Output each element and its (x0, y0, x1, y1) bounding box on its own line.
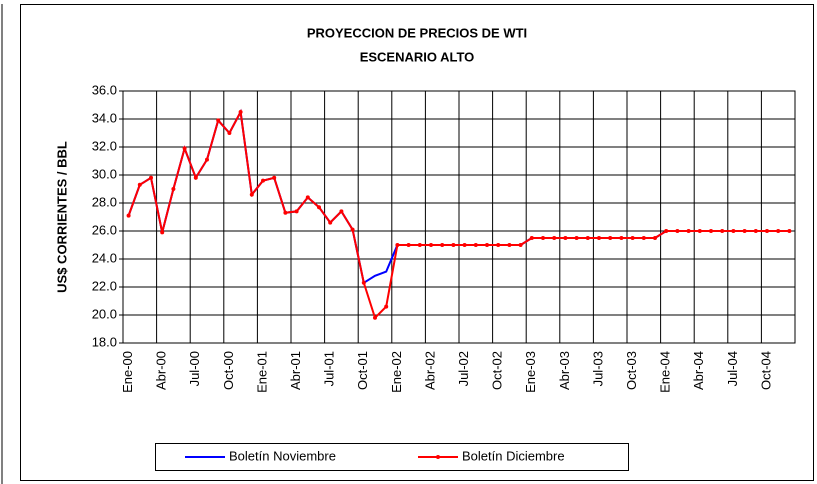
x-tick-label: Ene-02 (389, 351, 404, 393)
x-tick-label: Ene-00 (120, 351, 135, 393)
data-point (664, 229, 669, 233)
data-point (462, 243, 467, 247)
data-point (126, 213, 131, 218)
x-tick-label: Abr-00 (154, 351, 169, 390)
data-point (653, 236, 657, 240)
data-point (417, 243, 422, 247)
data-point (373, 315, 377, 320)
data-point (507, 243, 512, 247)
data-point (541, 236, 545, 240)
data-point (776, 229, 781, 233)
x-tick-label: Oct-04 (758, 351, 773, 390)
data-point (473, 243, 478, 247)
y-tick-label: 34.0 (92, 110, 117, 125)
data-point (361, 280, 366, 285)
y-tick-label: 20.0 (92, 306, 117, 321)
data-point (753, 229, 758, 233)
data-point (182, 146, 187, 151)
data-point (485, 243, 489, 247)
x-tick-label: Jul-03 (590, 351, 605, 386)
legend-box (155, 443, 629, 471)
data-point (149, 175, 153, 180)
data-point (440, 243, 445, 247)
x-tick-label: Abr-01 (288, 351, 303, 390)
data-point (529, 236, 534, 240)
y-tick-label: 32.0 (92, 138, 117, 153)
data-point (193, 175, 198, 180)
y-axis-label: US$ CORRIENTES / BBL (54, 141, 69, 293)
data-point (574, 236, 579, 240)
data-point (406, 243, 411, 247)
data-point (552, 236, 557, 240)
data-point (261, 178, 265, 183)
data-point (518, 243, 523, 247)
x-tick-label: Oct-00 (221, 351, 236, 390)
data-point (697, 229, 702, 233)
data-point (585, 236, 590, 240)
x-tick-label: Ene-04 (658, 351, 673, 393)
data-point (137, 182, 142, 187)
data-point (294, 209, 299, 214)
data-point (384, 304, 389, 309)
data-point (395, 243, 400, 247)
x-tick-label: Oct-03 (624, 351, 639, 390)
data-point (709, 229, 713, 233)
data-point (496, 243, 501, 247)
data-point (630, 236, 635, 240)
data-point (216, 118, 221, 123)
data-point (205, 157, 209, 162)
x-tick-label: Ene-01 (254, 351, 269, 393)
y-tick-label: 22.0 (92, 278, 117, 293)
data-point (328, 220, 333, 225)
x-tick-label: Ene-03 (523, 351, 538, 393)
x-tick-label: Abr-03 (557, 351, 572, 390)
x-tick-label: Abr-02 (422, 351, 437, 390)
data-point (731, 229, 736, 233)
data-point (608, 236, 613, 240)
data-point (160, 230, 165, 235)
data-point (339, 209, 344, 214)
x-tick-label: Jul-00 (187, 351, 202, 386)
data-point (171, 187, 176, 191)
data-point (317, 205, 321, 210)
data-point (765, 229, 769, 233)
data-point (597, 236, 601, 240)
y-tick-label: 28.0 (92, 194, 117, 209)
data-point (227, 131, 232, 135)
legend-marker (436, 455, 440, 459)
data-point (451, 243, 456, 247)
x-tick-label: Oct-01 (355, 351, 370, 390)
data-point (429, 243, 433, 247)
y-tick-label: 36.0 (92, 82, 117, 97)
data-point (272, 175, 277, 180)
data-point (238, 110, 243, 114)
legend-label: Boletín Diciembre (462, 448, 565, 463)
chart-frame (20, 4, 814, 481)
data-point (742, 229, 747, 233)
data-point (675, 229, 680, 233)
x-tick-label: Jul-04 (725, 351, 740, 386)
x-tick-label: Jul-02 (456, 351, 471, 386)
chart-subtitle: ESCENARIO ALTO (360, 49, 475, 64)
data-point (720, 229, 725, 233)
data-point (563, 236, 568, 240)
x-tick-label: Abr-04 (691, 351, 706, 390)
legend-label: Boletín Noviembre (229, 448, 336, 463)
y-tick-label: 24.0 (92, 250, 117, 265)
chart-title: PROYECCION DE PRECIOS DE WTI (307, 25, 527, 40)
data-point (249, 192, 254, 197)
y-tick-label: 30.0 (92, 166, 117, 181)
y-tick-label: 18.0 (92, 334, 117, 349)
x-tick-label: Oct-02 (490, 351, 505, 390)
data-point (787, 229, 792, 233)
x-tick-label: Jul-01 (322, 351, 337, 386)
data-point (686, 229, 691, 233)
data-point (641, 236, 646, 240)
data-point (305, 195, 310, 200)
data-point (619, 236, 624, 240)
data-point (350, 227, 355, 232)
y-tick-label: 26.0 (92, 222, 117, 237)
data-point (283, 210, 288, 215)
